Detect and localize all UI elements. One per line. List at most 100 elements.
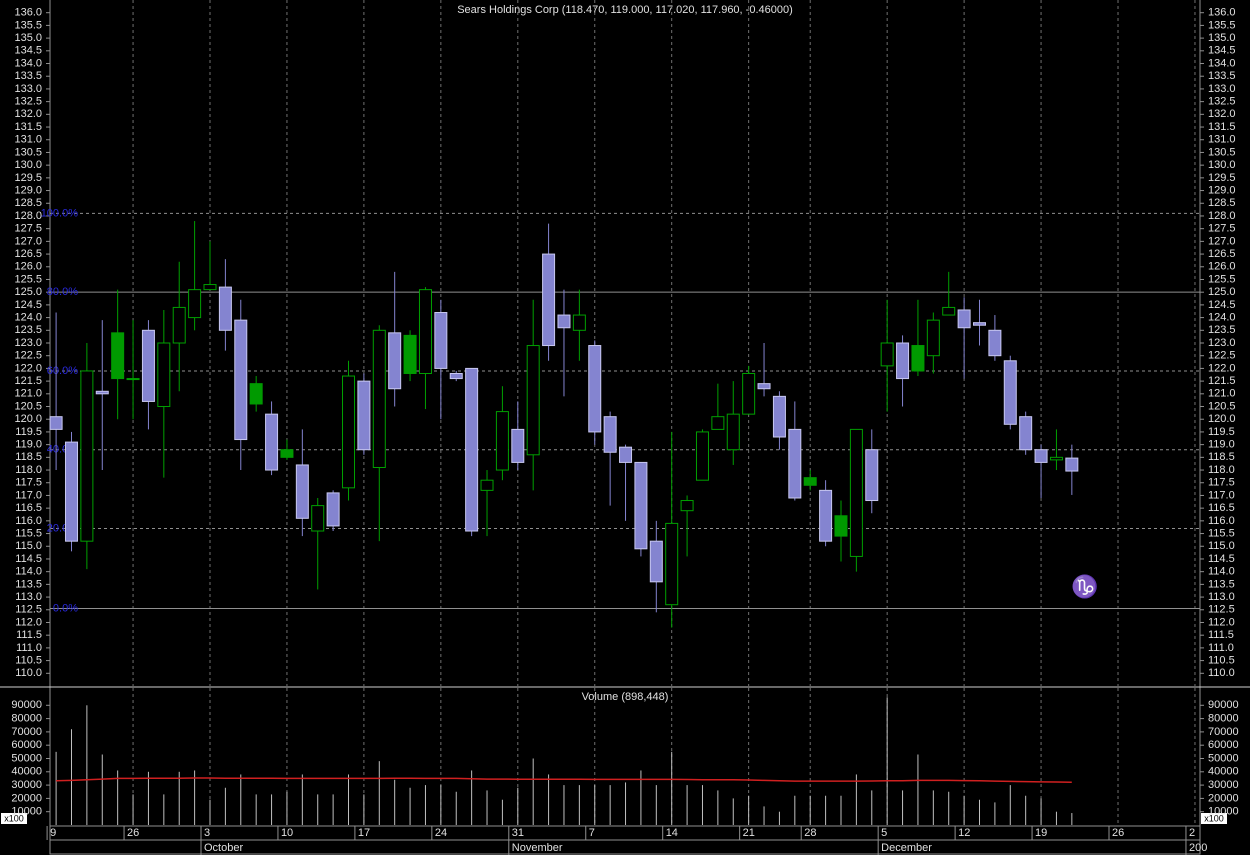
y-tick-label: 133.0 — [1208, 83, 1236, 95]
volume-title: Volume (898,448) — [582, 691, 669, 703]
level-label: 60.0% — [47, 365, 78, 377]
y-tick-label: 117.0 — [15, 489, 42, 501]
volume-average — [56, 777, 1072, 783]
y-tick-label: 111.0 — [1208, 642, 1234, 654]
y-tick-label: 120.0 — [1208, 413, 1236, 425]
y-tick-label: 123.5 — [14, 324, 42, 336]
y-tick-label: 118.5 — [15, 451, 42, 463]
y-tick-label: 126.0 — [14, 261, 42, 273]
y-tick-label: 119.5 — [1208, 426, 1235, 438]
candle-body — [265, 413, 279, 471]
candle-body — [619, 446, 633, 463]
y-tick-label: 121.5 — [14, 375, 42, 387]
candle-body — [111, 332, 125, 380]
candle-body — [1049, 456, 1063, 461]
y-tick-label: 114.5 — [1208, 553, 1235, 565]
volume-tick-label: 70000 — [1208, 726, 1239, 738]
candle-body — [403, 334, 417, 374]
y-tick-label: 122.5 — [14, 350, 42, 362]
y-tick-label: 122.0 — [1208, 362, 1236, 374]
x-tick-label: 28 — [804, 827, 816, 839]
y-tick-label: 113.0 — [15, 591, 42, 603]
volume-tick-label: 90000 — [1208, 699, 1239, 711]
y-tick-label: 114.5 — [15, 553, 42, 565]
candle-body — [218, 286, 232, 331]
y-tick-label: 113.5 — [15, 578, 42, 590]
y-tick-label: 120.5 — [14, 400, 42, 412]
y-tick-label: 131.0 — [14, 134, 42, 146]
y-tick-label: 121.5 — [1208, 375, 1236, 387]
y-tick-label: 129.0 — [14, 184, 42, 196]
y-tick-label: 128.0 — [1208, 210, 1236, 222]
y-tick-label: 134.0 — [1208, 57, 1236, 69]
unit-box — [1201, 813, 1227, 824]
candle-body — [295, 464, 309, 519]
candle-body — [95, 390, 109, 395]
candle-body — [819, 489, 833, 542]
candle-body — [64, 441, 78, 542]
y-tick-label: 119.5 — [15, 426, 42, 438]
y-tick-label: 111.0 — [16, 642, 42, 654]
x-tick-label: 19 — [1035, 827, 1047, 839]
unit-label: x100 — [4, 813, 24, 823]
candle-body — [542, 253, 556, 347]
x-tick-label: 3 — [204, 827, 210, 839]
y-tick-label: 116.5 — [15, 502, 42, 514]
y-tick-label: 134.5 — [1208, 45, 1236, 57]
y-tick-label: 116.0 — [1208, 515, 1235, 527]
candle-body — [757, 383, 771, 390]
month-label: December — [881, 842, 932, 854]
candle-body — [465, 367, 479, 532]
y-tick-label: 132.0 — [1208, 108, 1236, 120]
candle-body — [557, 314, 571, 329]
candle-body — [188, 289, 202, 319]
unit-box — [1, 813, 27, 824]
month-label: 200 — [1189, 842, 1207, 854]
x-tick-label: 5 — [881, 827, 887, 839]
y-tick-label: 128.5 — [14, 197, 42, 209]
volume-tick-label: 40000 — [1208, 766, 1239, 778]
unit-label: x100 — [1204, 813, 1224, 823]
level-label: 80.0% — [47, 286, 78, 298]
y-tick-label: 124.5 — [14, 299, 42, 311]
y-tick-label: 127.0 — [1208, 235, 1236, 247]
candle-body — [973, 322, 986, 326]
y-tick-label: 111.5 — [1208, 629, 1234, 641]
y-tick-label: 124.5 — [1208, 299, 1236, 311]
candle-body — [249, 383, 263, 405]
y-tick-label: 122.5 — [1208, 350, 1236, 362]
candle-body — [649, 540, 663, 583]
y-tick-label: 118.0 — [15, 464, 42, 476]
x-tick-label: 10 — [281, 827, 293, 839]
volume-tick-label: 40000 — [11, 766, 42, 778]
y-tick-label: 112.5 — [15, 604, 42, 616]
y-tick-label: 125.5 — [1208, 273, 1236, 285]
candle-body — [234, 319, 248, 441]
y-tick-label: 127.5 — [14, 223, 42, 235]
y-tick-label: 134.5 — [14, 45, 42, 57]
candle-body — [141, 329, 155, 402]
y-tick-label: 117.0 — [1208, 489, 1235, 501]
y-tick-label: 117.5 — [1208, 477, 1235, 489]
candle-body — [603, 416, 617, 453]
y-tick-label: 114.0 — [15, 566, 42, 578]
month-label: October — [204, 842, 243, 854]
y-tick-label: 125.5 — [14, 273, 42, 285]
y-tick-label: 125.0 — [1208, 286, 1236, 298]
y-tick-label: 132.0 — [14, 108, 42, 120]
candle-body — [172, 306, 186, 344]
y-tick-label: 112.0 — [1208, 616, 1235, 628]
y-tick-label: 136.0 — [14, 7, 42, 19]
candle-body — [49, 416, 63, 430]
candle-body — [896, 342, 910, 380]
y-tick-label: 124.0 — [14, 311, 42, 323]
y-tick-label: 123.5 — [1208, 324, 1236, 336]
candle-body — [988, 329, 1002, 357]
level-label: 100.0% — [41, 207, 79, 219]
candle-body — [803, 477, 817, 486]
y-tick-label: 127.5 — [1208, 223, 1236, 235]
y-tick-label: 135.5 — [1208, 19, 1236, 31]
y-tick-label: 135.5 — [14, 19, 42, 31]
candle-body — [372, 329, 386, 468]
y-tick-label: 130.0 — [1208, 159, 1236, 171]
